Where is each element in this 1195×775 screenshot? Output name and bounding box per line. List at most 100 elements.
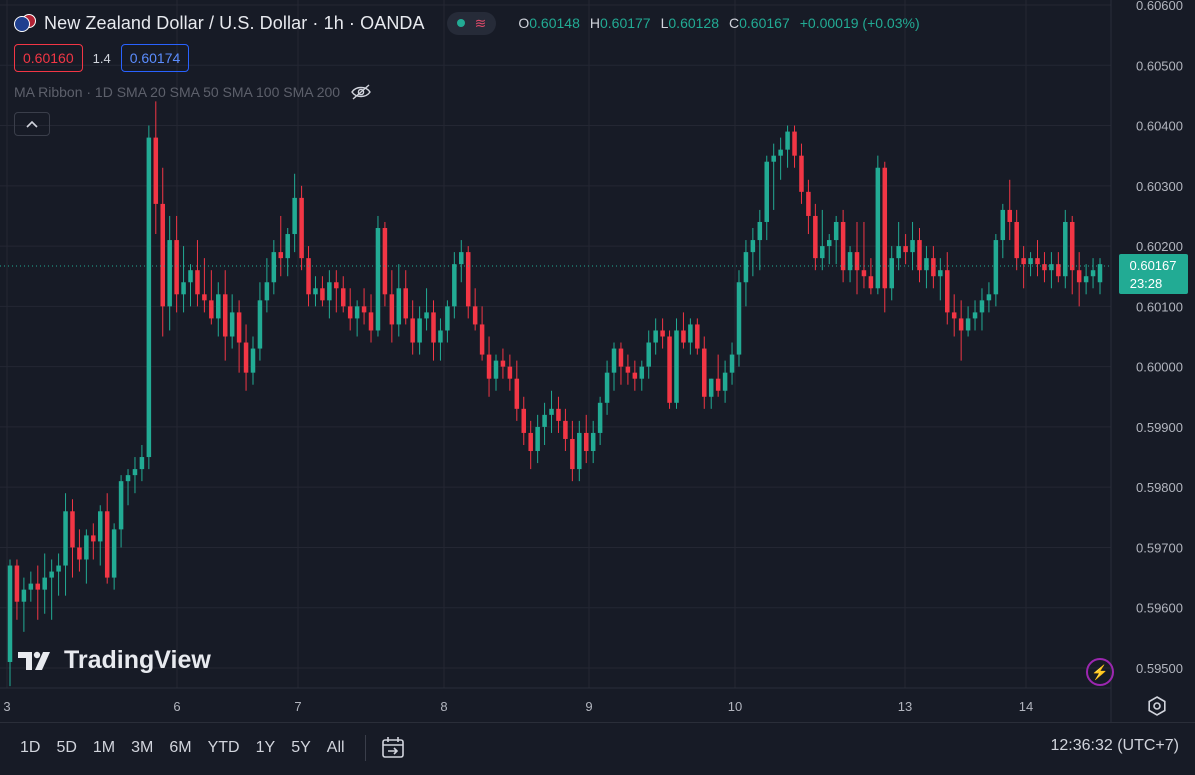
tf-1d-button[interactable]: 1D xyxy=(20,739,41,756)
candle-body xyxy=(868,276,874,289)
candle-body xyxy=(340,288,346,307)
candle-body xyxy=(347,306,353,319)
candle-body xyxy=(597,402,603,433)
timeframe-bar: 1D 5D 1M 3M 6M YTD 1Y 5Y All xyxy=(14,735,406,761)
buy-button[interactable]: 0.60174 xyxy=(120,44,190,72)
tradingview-logo[interactable]: TradingView xyxy=(18,646,211,675)
status-pill[interactable]: ≋ xyxy=(446,11,497,35)
candle xyxy=(465,246,471,319)
candle-body xyxy=(785,131,790,150)
tf-5d-button[interactable]: 5D xyxy=(56,739,77,756)
candle-body xyxy=(507,366,513,379)
time-axis[interactable]: 3 6 7 8 9 10 13 14 xyxy=(3,699,1033,714)
candle-body xyxy=(639,366,645,379)
candle xyxy=(604,360,610,415)
candle-body xyxy=(528,432,533,452)
y-tick-label: 0.60200 xyxy=(1136,239,1183,254)
candle xyxy=(229,294,235,349)
tf-6m-button[interactable]: 6M xyxy=(169,739,192,756)
candle-body xyxy=(702,348,707,397)
candle-body xyxy=(1083,276,1089,283)
chevron-up-icon xyxy=(26,120,38,128)
candle xyxy=(861,221,867,289)
candle xyxy=(389,270,395,343)
candle xyxy=(1063,209,1068,289)
bar-countdown: 23:28 xyxy=(1130,276,1163,291)
candle xyxy=(320,276,325,307)
y-tick-label: 0.59600 xyxy=(1136,601,1183,616)
candle-body xyxy=(535,426,540,452)
candle xyxy=(202,258,207,313)
x-tick-label: 9 xyxy=(585,699,592,714)
candle xyxy=(21,577,27,632)
candle-body xyxy=(931,258,936,277)
settings-gear-icon[interactable] xyxy=(1146,695,1168,717)
candle xyxy=(785,125,790,168)
candle xyxy=(736,270,742,367)
candle-body xyxy=(216,294,221,319)
clock-timezone[interactable]: 12:36:32 (UTC+7) xyxy=(1050,737,1179,754)
candle-body xyxy=(750,240,756,253)
collapse-legend-button[interactable] xyxy=(14,112,50,136)
candle xyxy=(431,300,436,361)
candle xyxy=(799,143,804,204)
candle xyxy=(63,493,68,596)
hidden-eye-icon[interactable] xyxy=(350,84,372,100)
tf-1m-button[interactable]: 1M xyxy=(92,739,116,756)
candle-body xyxy=(264,282,270,301)
x-tick-label: 14 xyxy=(1019,699,1033,714)
candle xyxy=(951,294,957,337)
candle xyxy=(702,336,707,409)
candle-body xyxy=(514,378,520,409)
candle xyxy=(382,221,388,307)
y-tick-label: 0.59800 xyxy=(1136,480,1183,495)
tf-all-button[interactable]: All xyxy=(326,739,345,756)
candle-body xyxy=(250,348,256,373)
candle xyxy=(660,318,665,349)
candle-body xyxy=(479,324,485,355)
candle xyxy=(42,553,47,614)
candle-body xyxy=(35,583,41,590)
candle xyxy=(160,167,165,337)
candle xyxy=(792,125,797,168)
candle-body xyxy=(292,197,297,235)
goto-date-icon[interactable] xyxy=(380,736,406,760)
lightning-icon[interactable]: ⚡ xyxy=(1086,658,1114,686)
candle-body xyxy=(368,312,374,331)
tf-ytd-button[interactable]: YTD xyxy=(207,739,240,756)
candle-body xyxy=(202,294,207,301)
candle-body xyxy=(833,221,839,241)
candle xyxy=(35,565,41,620)
candle xyxy=(563,408,568,452)
candle-body xyxy=(771,155,776,162)
candle-body xyxy=(917,240,922,271)
symbol-title[interactable]: New Zealand Dollar / U.S. Dollar · 1h · … xyxy=(44,12,425,33)
candle xyxy=(854,221,860,295)
trade-row: 0.60160 1.4 0.60174 xyxy=(14,44,190,72)
candle xyxy=(993,234,999,307)
sell-button[interactable]: 0.60160 xyxy=(14,44,83,72)
candle-body xyxy=(820,246,825,259)
tf-5y-button[interactable]: 5Y xyxy=(291,739,311,756)
tf-3m-button[interactable]: 3M xyxy=(131,739,154,756)
candle-body xyxy=(556,408,561,421)
candle-body xyxy=(958,318,964,331)
candle xyxy=(806,179,811,235)
candle-body xyxy=(445,306,450,331)
candle-body xyxy=(438,330,443,343)
candle-body xyxy=(354,306,360,319)
indicator-legend[interactable]: MA Ribbon · 1D SMA 20 SMA 50 SMA 100 SMA… xyxy=(14,84,372,100)
candle-body xyxy=(945,270,950,313)
candle-body xyxy=(493,360,499,379)
price-chart[interactable]: 0.606000.605000.604000.603000.602000.601… xyxy=(0,0,1195,722)
candle-body xyxy=(778,149,783,156)
candle-body xyxy=(826,240,832,247)
candle xyxy=(167,215,172,331)
candle xyxy=(195,240,200,307)
tf-1y-button[interactable]: 1Y xyxy=(255,739,276,756)
candle xyxy=(813,203,818,271)
candle-body xyxy=(424,312,429,319)
price-axis[interactable]: 0.60600 0.60500 0.60400 0.60300 0.60200 0.601… xyxy=(1136,0,1183,676)
candle-body xyxy=(896,246,901,259)
candle xyxy=(840,209,846,283)
